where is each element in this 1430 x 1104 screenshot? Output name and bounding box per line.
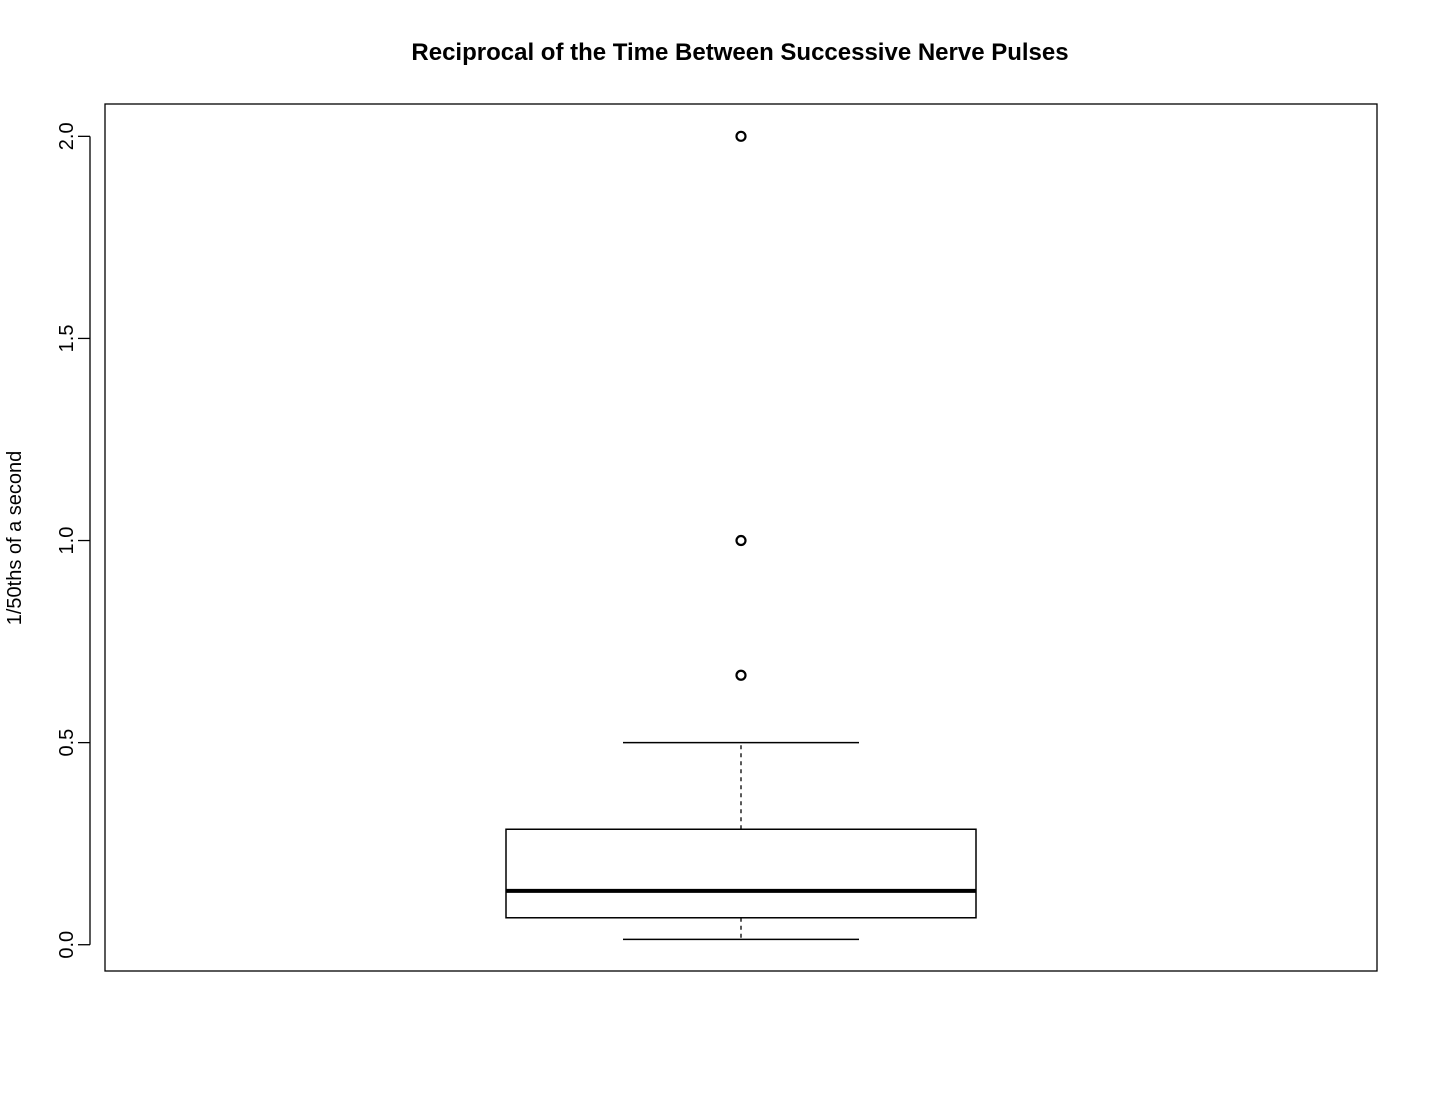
y-tick-label: 0.0 bbox=[56, 931, 78, 959]
y-tick-label: 1.0 bbox=[56, 527, 78, 555]
y-tick-label: 2.0 bbox=[56, 122, 78, 150]
outlier-point bbox=[735, 669, 747, 681]
outlier-points bbox=[735, 130, 747, 681]
y-tick-label: 1.5 bbox=[56, 325, 78, 353]
y-axis-label: 1/50ths of a second bbox=[4, 451, 26, 626]
y-axis: 0.0 0.5 1.0 1.5 2.0 bbox=[56, 122, 91, 959]
outlier-point bbox=[735, 534, 747, 547]
box-plot bbox=[505, 741, 977, 941]
y-tick-label: 0.5 bbox=[56, 729, 78, 757]
outlier-point bbox=[735, 130, 747, 142]
plot-frame bbox=[104, 103, 1378, 972]
chart-title: Reciprocal of the Time Between Successiv… bbox=[411, 39, 1068, 66]
interquartile-box bbox=[505, 828, 977, 919]
